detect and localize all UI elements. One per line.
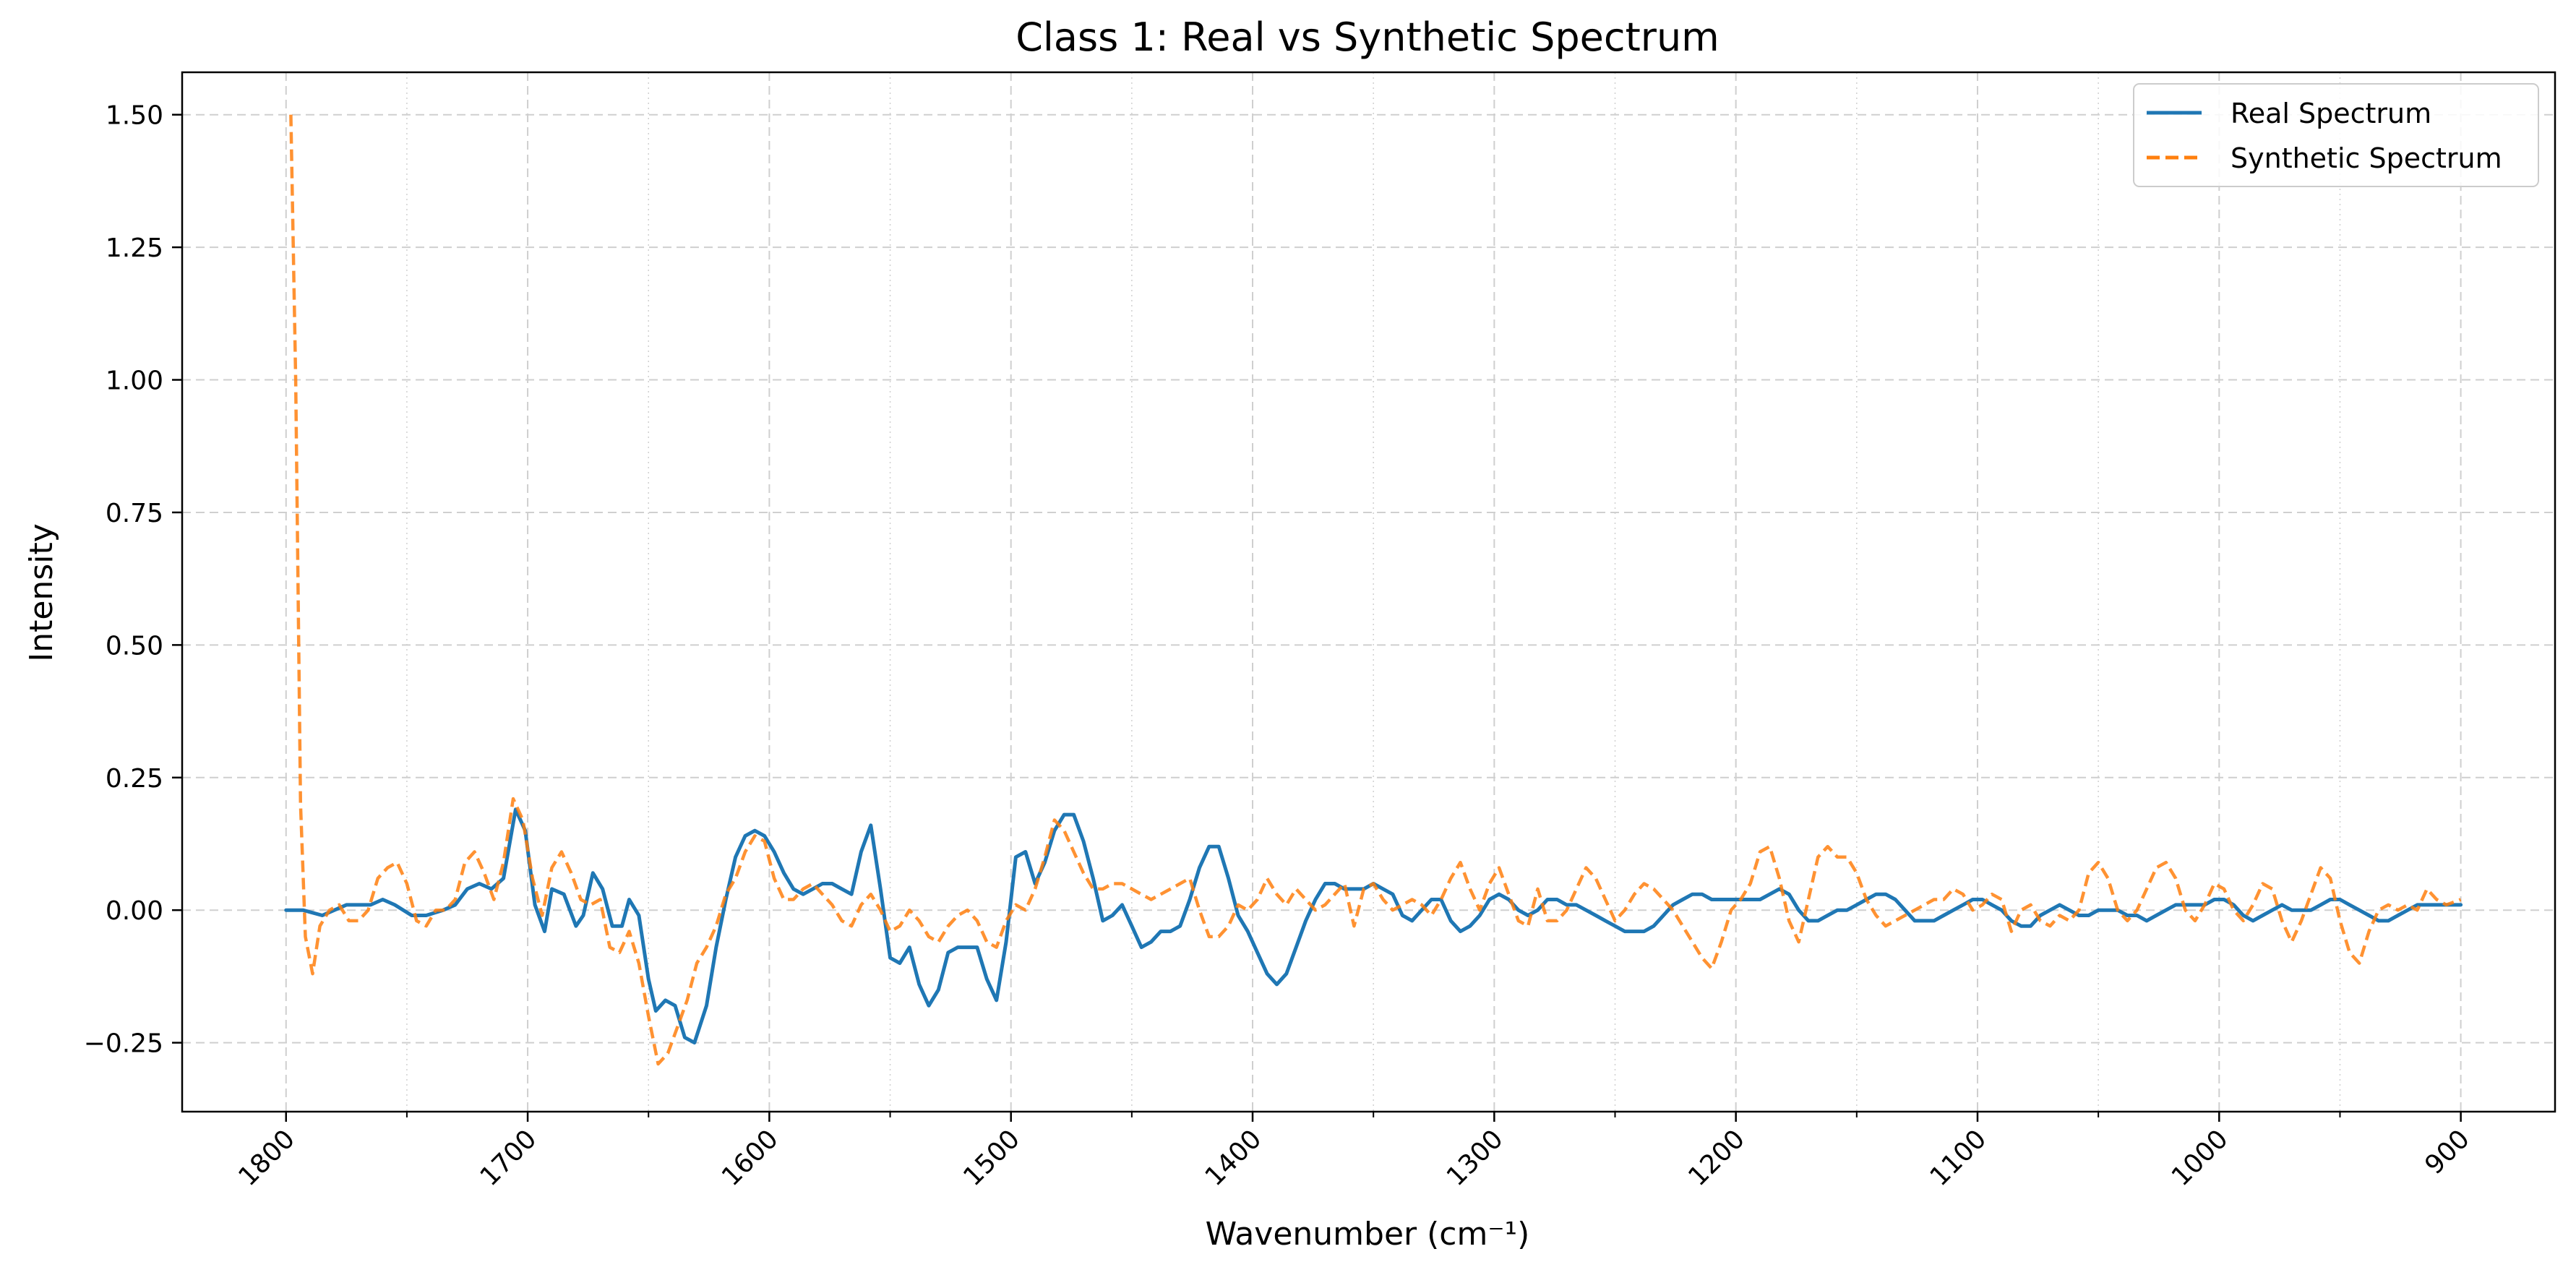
legend: Real Spectrum Synthetic Spectrum — [2133, 83, 2539, 187]
y-tick-label: 0.75 — [106, 499, 163, 528]
legend-box — [2133, 83, 2539, 187]
real-spectrum-line — [284, 807, 2463, 1045]
y-tick-label: 1.00 — [106, 366, 163, 396]
y-tick-label: 0.50 — [106, 631, 163, 661]
series-group — [284, 114, 2463, 1066]
chart-title: Class 1: Real vs Synthetic Spectrum — [1016, 14, 1720, 60]
plot-frame — [181, 71, 2556, 1113]
legend-label-synthetic: Synthetic Spectrum — [2231, 142, 2502, 174]
y-tick-label: −0.25 — [84, 1029, 163, 1059]
y-tick-label: 0.25 — [106, 764, 163, 794]
synthetic-spectrum-line — [289, 114, 2462, 1066]
y-tick-label: 0.00 — [106, 896, 163, 926]
legend-label-real: Real Spectrum — [2231, 98, 2431, 129]
y-axis-label: Intensity — [23, 523, 60, 662]
x-axis-label: Wavenumber (cm⁻¹) — [1206, 1216, 1530, 1253]
grid — [182, 72, 2555, 1112]
y-tick-label: 1.25 — [106, 233, 163, 263]
y-tick-label: 1.50 — [106, 101, 163, 131]
